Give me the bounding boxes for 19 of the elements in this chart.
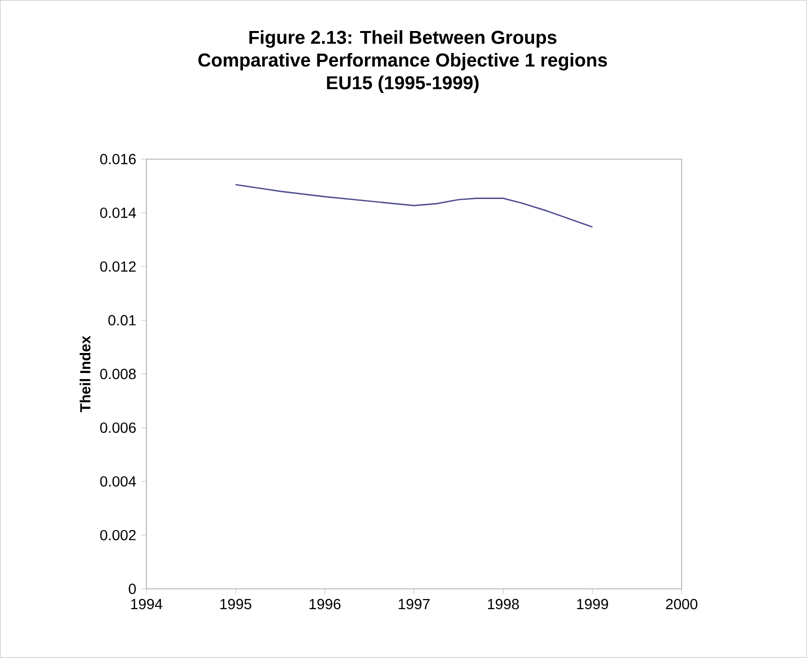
y-tick-label: 0.002 [100, 530, 136, 540]
y-tick-label: 0.004 [100, 476, 136, 487]
line-series [234, 184, 594, 228]
x-tick-label: 1994 [131, 598, 162, 610]
x-tick-label: 1995 [220, 598, 252, 610]
y-tick-label: 0.008 [100, 368, 136, 380]
x-tick-label: 1999 [577, 598, 608, 610]
y-tick-label: 0.014 [100, 208, 136, 218]
y-tick-label: 0.01 [108, 315, 136, 326]
x-tick-label: 1996 [310, 598, 340, 610]
x-tick-label: 1997 [398, 598, 430, 610]
y-tick-label: 0.016 [100, 154, 136, 164]
chart-title: Figure 2.13: Theil Between Groups Comparative Performance Objective 1 regions EU15 (1995-1999) [198, 30, 607, 94]
x-tick-label: 1998 [488, 598, 519, 610]
y-tick-label: 0 [128, 584, 136, 594]
y-tick-label: 0.006 [100, 422, 136, 433]
y-tick-label: 0.012 [100, 261, 136, 272]
y-axis-title: Theil Index [80, 336, 90, 412]
x-tick-label: 2000 [666, 598, 698, 610]
